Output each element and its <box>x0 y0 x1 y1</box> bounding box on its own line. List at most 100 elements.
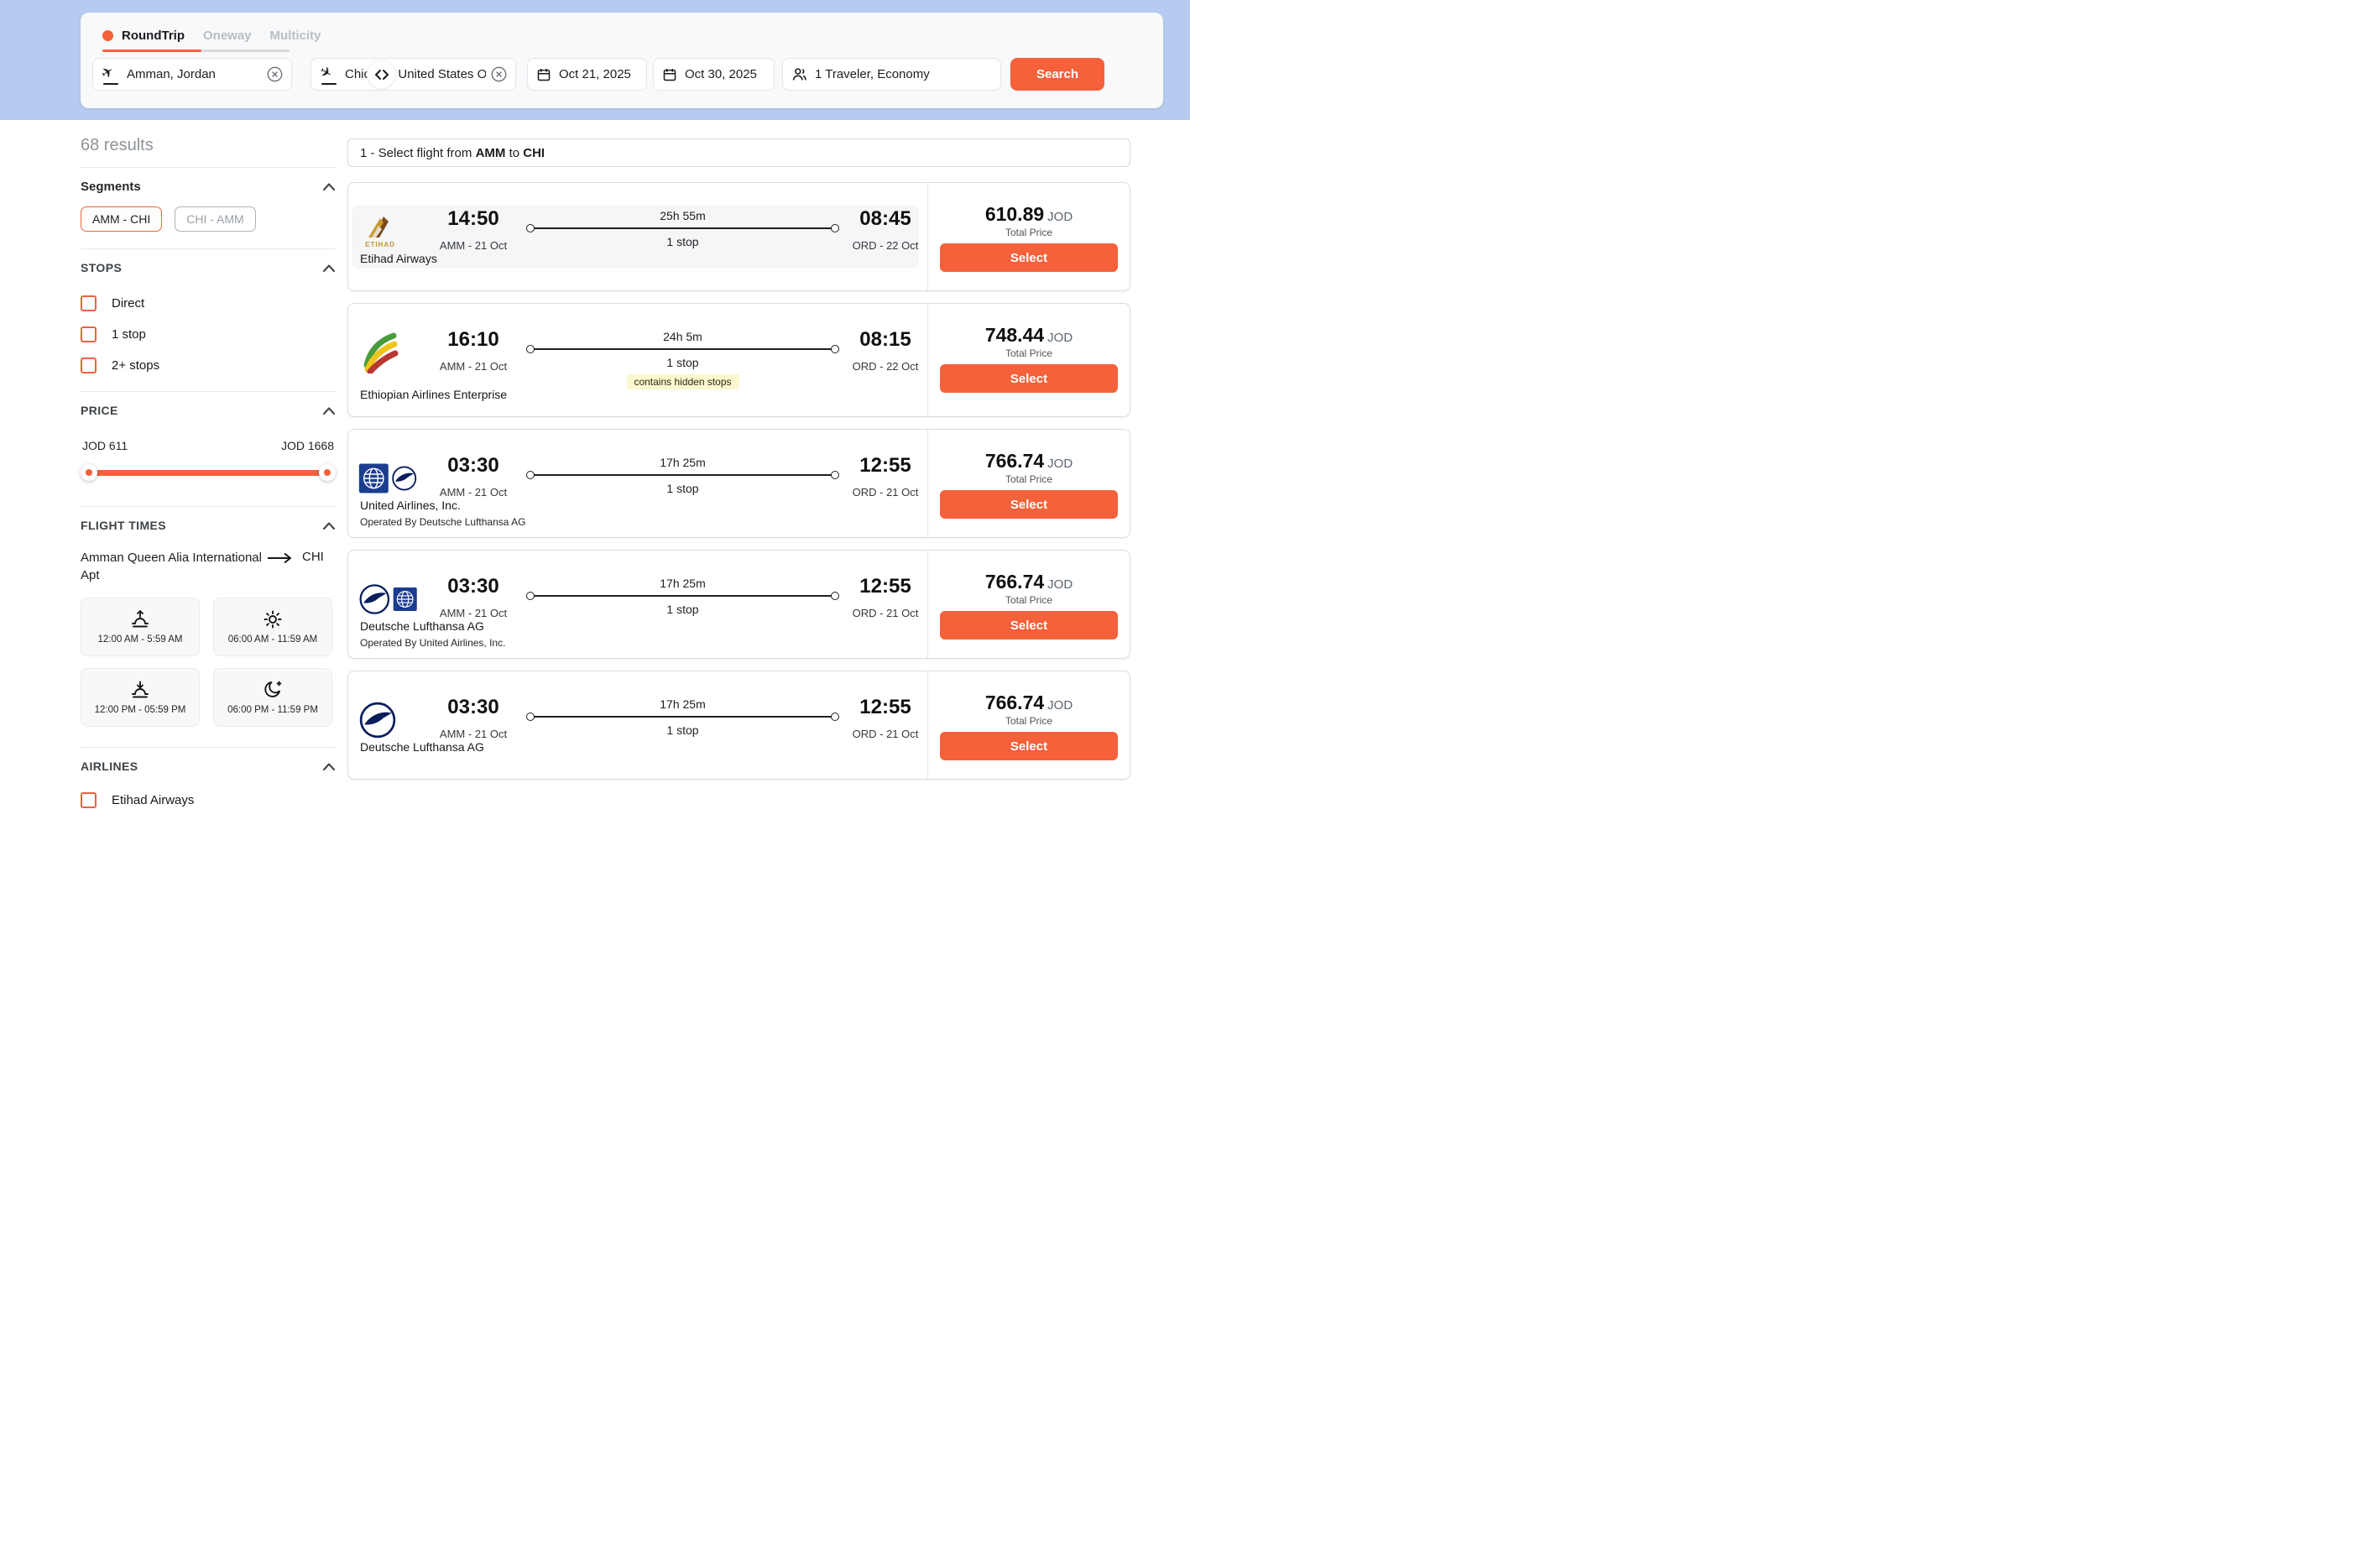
select-button[interactable]: Select <box>940 490 1118 519</box>
clear-destination-icon[interactable] <box>491 66 507 82</box>
time-slot-afternoon[interactable]: 12:00 PM - 05:59 PM <box>81 668 200 727</box>
duration: 17h 25m <box>660 577 706 590</box>
price-section-header[interactable]: PRICE <box>81 392 336 429</box>
stops-label: 1 stop <box>666 723 699 737</box>
select-button[interactable]: Select <box>940 611 1118 640</box>
airline-name: Deutsche Lufthansa AG <box>360 740 484 754</box>
united-airlines-logo <box>393 587 417 612</box>
origin-field[interactable]: ✈ Amman, Jordan <box>92 58 292 91</box>
clear-origin-icon[interactable] <box>267 66 283 82</box>
select-button[interactable]: Select <box>940 364 1118 393</box>
arrival-time: 12:55 <box>859 454 911 477</box>
travelers-field[interactable]: 1 Traveler, Economy <box>782 58 1001 91</box>
tab-multicity-label: Multicity <box>269 28 321 43</box>
price-amount: 766.74 <box>984 571 1045 593</box>
segments-section-header[interactable]: Segments <box>81 168 336 205</box>
checkbox[interactable] <box>81 792 97 808</box>
tab-roundtrip-label: RoundTrip <box>122 28 185 43</box>
departure-time: 03:30 <box>447 696 499 718</box>
chevron-up-icon <box>322 182 336 191</box>
flight-card: ETIHAD 14:50 AMM - 21 Oct 25h 55m 1 stop… <box>347 182 1130 291</box>
segment-chip-chi-amm[interactable]: CHI - AMM <box>175 206 256 232</box>
airline-option-etihad[interactable]: Etihad Airways <box>81 785 336 816</box>
sunset-icon <box>132 681 149 698</box>
timeline <box>526 471 839 479</box>
chevron-up-icon <box>322 762 336 770</box>
stops-option-1-stop[interactable]: 1 stop <box>81 319 336 350</box>
destination-field[interactable]: ✈ Chicago, United States Of <box>311 58 516 91</box>
price-amount: 610.89 <box>984 203 1045 225</box>
route-from: Amman Queen Alia International Apt <box>81 551 262 582</box>
route-to: CHI <box>302 550 324 564</box>
price-currency: JOD <box>1047 457 1073 471</box>
svg-text:ETIHAD: ETIHAD <box>365 241 395 248</box>
airlines-section-header[interactable]: AIRLINES <box>81 748 336 785</box>
checkbox[interactable] <box>81 295 97 311</box>
filters-sidebar: 68 results Segments AMM - CHI CHI - AMM … <box>81 133 336 819</box>
chevron-up-icon <box>322 521 336 530</box>
slider-handle-max[interactable] <box>319 464 336 481</box>
flight-times-section-header[interactable]: FLIGHT TIMES <box>81 507 336 544</box>
operated-by: Operated By United Airlines, Inc. <box>360 637 506 649</box>
select-button[interactable]: Select <box>940 243 1118 272</box>
divider <box>927 304 928 416</box>
time-slot-early-morning[interactable]: 12:00 AM - 5:59 AM <box>81 598 200 656</box>
slider-handle-min[interactable] <box>81 464 97 481</box>
divider <box>81 167 336 168</box>
lufthansa-logo <box>359 584 390 614</box>
select-button[interactable]: Select <box>940 732 1118 760</box>
results-count: 68 results <box>81 136 154 154</box>
total-price-label: Total Price <box>1005 715 1053 727</box>
tab-multicity[interactable]: Multicity <box>270 29 321 43</box>
arrival-info: ORD - 21 Oct <box>852 486 919 499</box>
time-slot-morning[interactable]: 06:00 AM - 11:59 AM <box>213 598 332 656</box>
stops-option-direct[interactable]: Direct <box>81 288 336 319</box>
stops-option-2plus-stops[interactable]: 2+ stops <box>81 350 336 381</box>
flight-card: 03:30 AMM - 21 Oct 17h 25m 1 stop 12:55 … <box>347 550 1130 659</box>
price-range-slider <box>81 464 336 481</box>
price-max-label: JOD 1668 <box>280 439 334 452</box>
sun-icon <box>264 610 282 629</box>
tab-oneway-label: Oneway <box>203 28 252 43</box>
segment-chip-amm-chi[interactable]: AMM - CHI <box>81 206 163 232</box>
airline-name: United Airlines, Inc. <box>360 499 461 512</box>
slider-track <box>87 470 329 476</box>
divider <box>927 430 928 537</box>
calendar-icon <box>662 67 677 82</box>
tab-roundtrip[interactable]: RoundTrip <box>102 29 185 43</box>
swap-locations-icon[interactable] <box>367 60 396 89</box>
tab-oneway[interactable]: Oneway <box>203 29 252 43</box>
timeline <box>526 224 839 232</box>
tab-underline <box>102 50 290 52</box>
timeline <box>526 592 839 600</box>
airlines-title: AIRLINES <box>81 760 138 773</box>
duration: 17h 25m <box>660 456 706 469</box>
stops-section-header[interactable]: STOPS <box>81 249 336 286</box>
lufthansa-logo <box>391 466 416 491</box>
chevron-up-icon <box>322 406 336 415</box>
search-button[interactable]: Search <box>1010 58 1104 91</box>
price-title: PRICE <box>81 404 118 417</box>
highlight-background <box>352 205 919 269</box>
arrival-time: 12:55 <box>859 696 911 718</box>
checkbox[interactable] <box>81 326 97 342</box>
total-price-label: Total Price <box>1005 347 1053 359</box>
trip-type-tabs: RoundTrip Oneway Multicity <box>102 23 321 48</box>
return-date-field[interactable]: Oct 30, 2025 <box>653 58 775 91</box>
arrival-time: 08:45 <box>859 207 911 230</box>
depart-date-field[interactable]: Oct 21, 2025 <box>527 58 647 91</box>
departure-time: 03:30 <box>447 575 499 598</box>
price-min-label: JOD 611 <box>82 439 128 452</box>
segment-chips: AMM - CHI CHI - AMM <box>81 206 336 232</box>
hidden-stops-badge: contains hidden stops <box>626 374 739 389</box>
divider <box>927 671 928 779</box>
checkbox[interactable] <box>81 358 97 373</box>
arrival-info: ORD - 22 Oct <box>852 239 919 252</box>
airline-name: Deutsche Lufthansa AG <box>360 619 484 633</box>
price-currency: JOD <box>1047 698 1073 713</box>
united-airlines-logo <box>358 463 389 493</box>
divider <box>81 248 336 249</box>
time-slot-evening[interactable]: 06:00 PM - 11:59 PM <box>213 668 332 727</box>
plane-landing-icon: ✈ <box>316 62 338 85</box>
departure-info: AMM - 21 Oct <box>439 728 508 740</box>
